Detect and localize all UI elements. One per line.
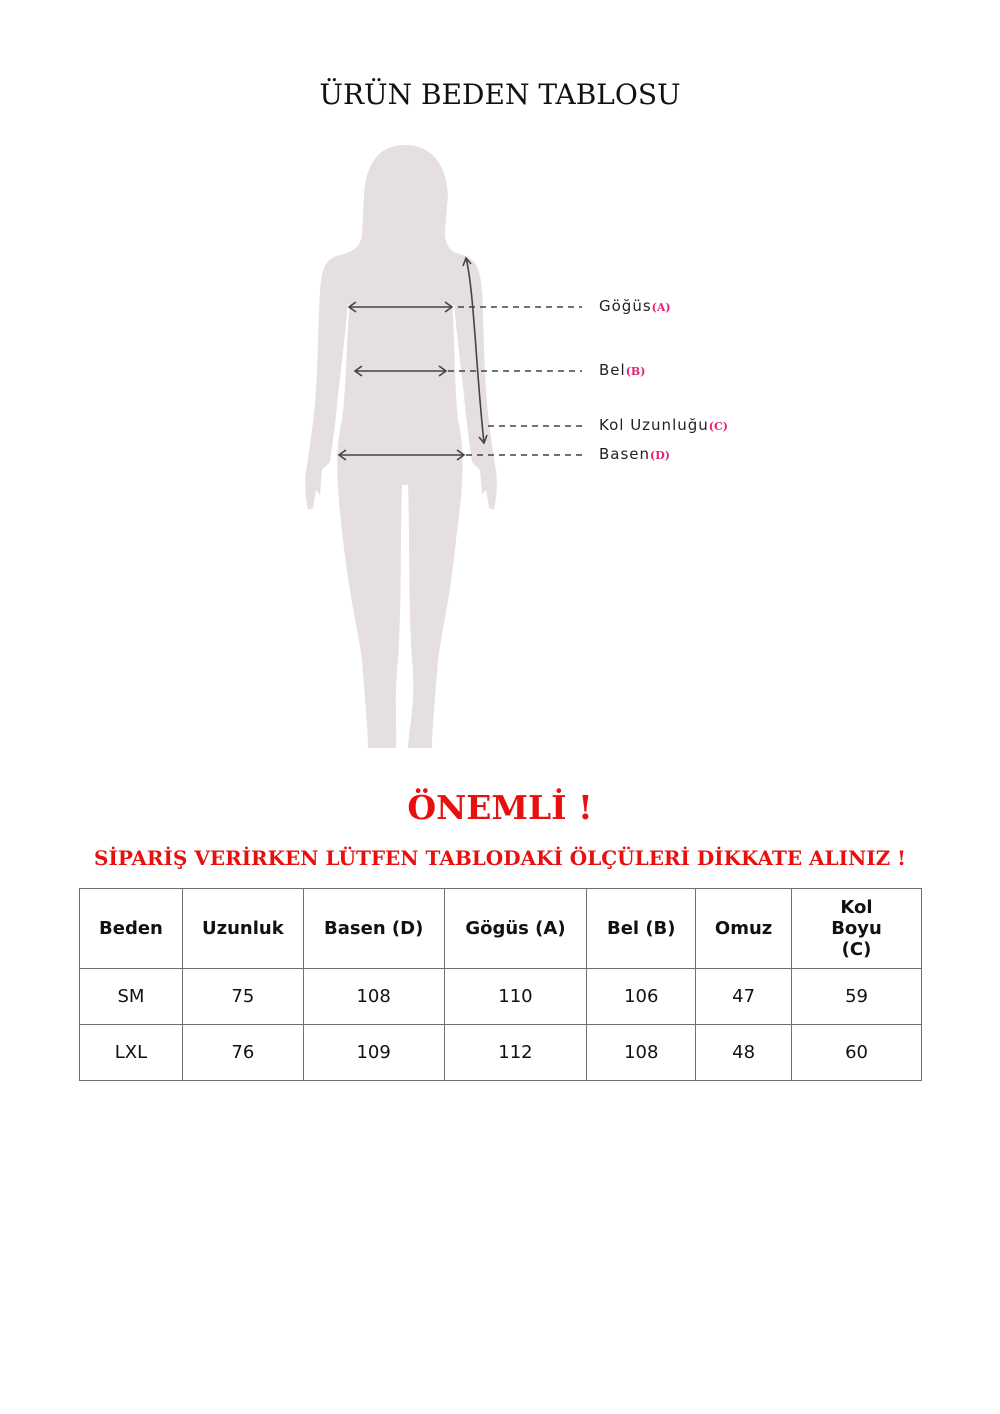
header-cell: Gögüs (A) bbox=[443, 888, 588, 969]
important-heading: ÖNEMLİ ! bbox=[407, 788, 593, 827]
cell: 76 bbox=[181, 1024, 304, 1081]
label-kol-uzunlugu: Kol Uzunluğu(C) bbox=[599, 416, 728, 434]
cell: 75 bbox=[181, 968, 304, 1025]
header-cell: Basen (D) bbox=[302, 888, 445, 969]
silhouette bbox=[305, 145, 497, 748]
order-note: SİPARİŞ VERİRKEN LÜTFEN TABLODAKİ ÖLÇÜLE… bbox=[94, 846, 906, 870]
cell: 108 bbox=[302, 968, 445, 1025]
header-cell: Bel (B) bbox=[586, 888, 697, 969]
table-row: SM 75 108 110 106 47 59 bbox=[79, 968, 922, 1025]
label-text: Basen bbox=[599, 445, 651, 463]
table-row: LXL 76 109 112 108 48 60 bbox=[79, 1024, 922, 1081]
label-text: Bel bbox=[599, 361, 626, 379]
page-title: ÜRÜN BEDEN TABLOSU bbox=[319, 78, 681, 111]
measurement-arrows bbox=[337, 256, 488, 461]
header-cell: Uzunluk bbox=[181, 888, 304, 969]
label-tag: (D) bbox=[650, 449, 670, 462]
size-table: Beden Uzunluk Basen (D) Gögüs (A) Bel (B… bbox=[79, 888, 922, 1081]
label-bel: Bel(B) bbox=[599, 361, 645, 379]
header-cell: Kol Boyu (C) bbox=[791, 888, 922, 969]
label-text: Kol Uzunluğu bbox=[599, 416, 709, 434]
label-tag: (A) bbox=[651, 301, 671, 314]
header-cell: Beden bbox=[79, 888, 183, 969]
cell: 106 bbox=[586, 968, 697, 1025]
cell: 47 bbox=[695, 968, 793, 1025]
cell: 59 bbox=[791, 968, 922, 1025]
label-tag: (C) bbox=[708, 420, 728, 433]
cell: 108 bbox=[586, 1024, 697, 1081]
cell: 112 bbox=[443, 1024, 588, 1081]
body-silhouette-diagram bbox=[305, 145, 584, 748]
header-cell: Omuz bbox=[695, 888, 793, 969]
label-gogus: Göğüs(A) bbox=[599, 297, 671, 315]
cell: SM bbox=[79, 968, 183, 1025]
cell: 109 bbox=[302, 1024, 445, 1081]
label-tag: (B) bbox=[625, 365, 646, 378]
label-basen: Basen(D) bbox=[599, 445, 670, 463]
cell: 48 bbox=[695, 1024, 793, 1081]
cell: 110 bbox=[443, 968, 588, 1025]
cell: 60 bbox=[791, 1024, 922, 1081]
label-text: Göğüs bbox=[599, 297, 652, 315]
cell: LXL bbox=[79, 1024, 183, 1081]
leader-lines bbox=[448, 306, 584, 456]
table-header-row: Beden Uzunluk Basen (D) Gögüs (A) Bel (B… bbox=[79, 888, 922, 969]
